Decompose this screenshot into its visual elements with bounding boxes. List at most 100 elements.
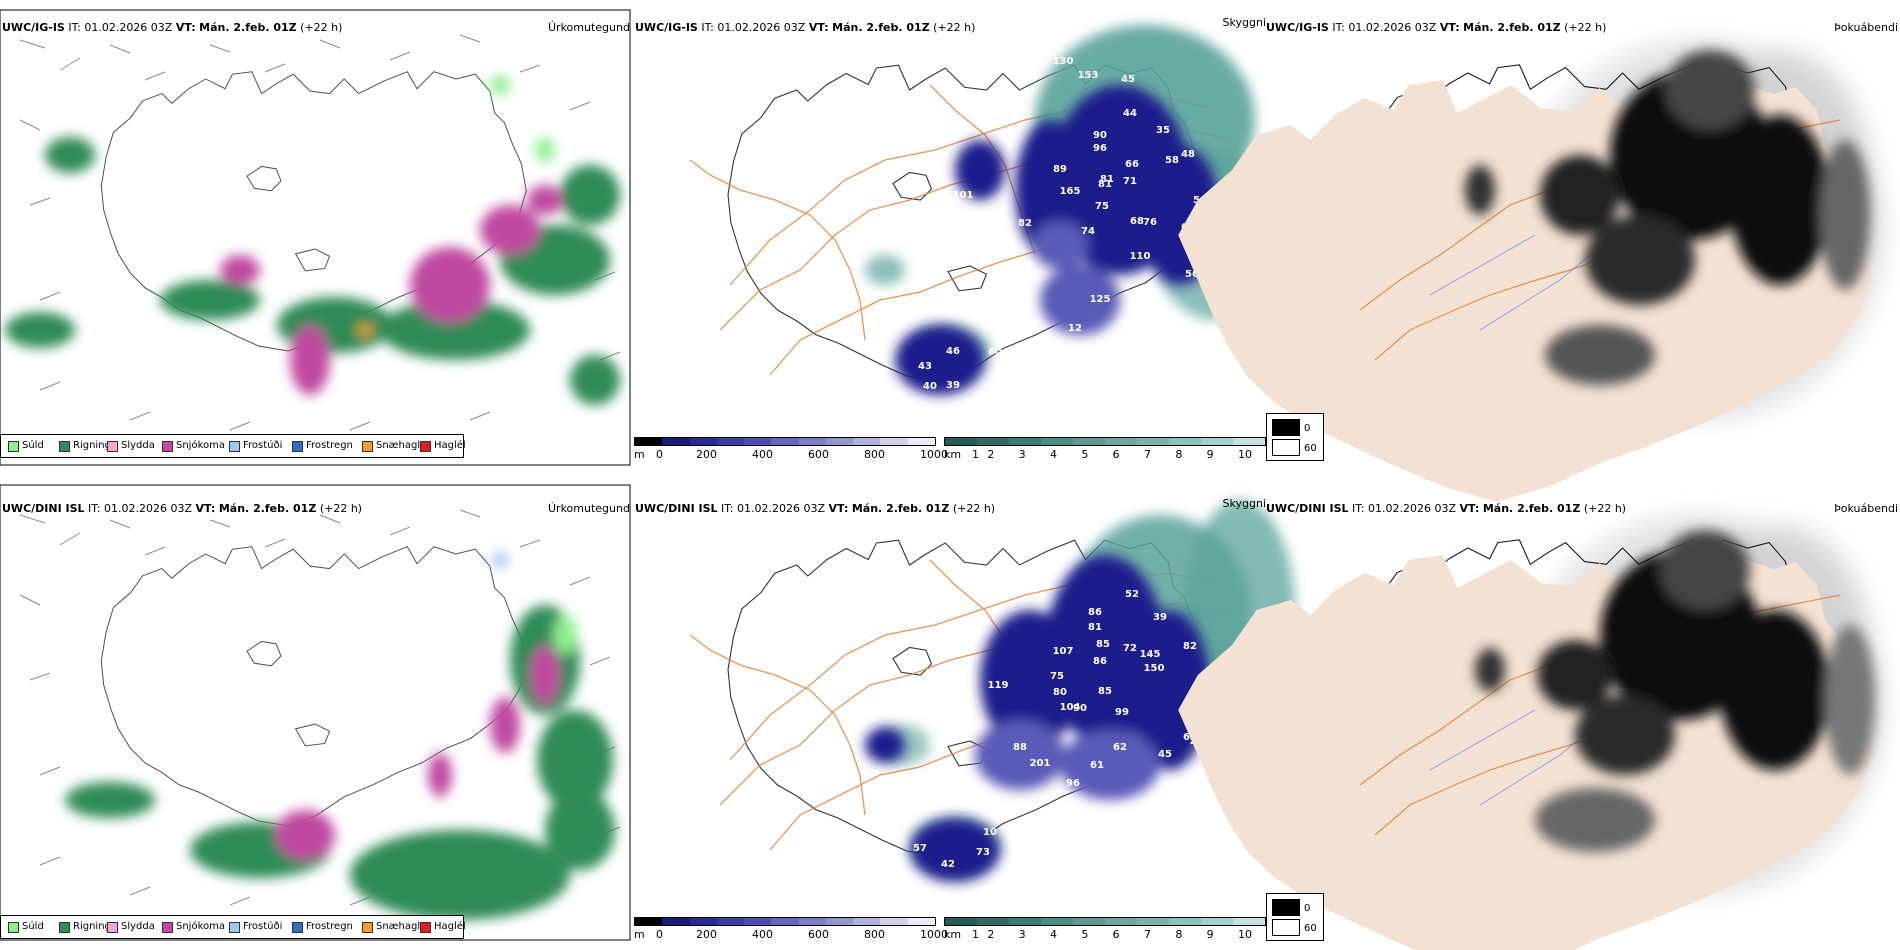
cloud-corner-row-1: Skyggni	[1222, 16, 1266, 29]
fog-cell-dark-row-1	[1272, 419, 1300, 436]
cloud-label-row-1-12: 165	[1060, 186, 1081, 197]
cloud-label-row-1-5: 90	[1093, 130, 1107, 141]
visibility-row-2-tick-6: 7	[1144, 928, 1151, 941]
cloud-base-colorbar-row-2	[634, 917, 936, 926]
fog-tick-0-row-1: 0	[1304, 423, 1311, 434]
cloud-vt-value-row-2: Mán. 2.feb. 01Z	[851, 502, 950, 515]
legend-swatch-row-2-4	[229, 922, 240, 933]
cloud-label-row-2-11: 75	[1050, 671, 1064, 682]
fog-tick-0-row-2: 0	[1304, 903, 1311, 914]
cloud-label-row-1-26: 56	[1185, 269, 1199, 280]
cloud-label-row-2-1: 86	[1088, 607, 1102, 618]
cloud-base-row-1-tick-3: 600	[808, 448, 829, 461]
cloud-label-row-1-7: 81	[1100, 174, 1114, 185]
legend-label-row-1-1: Rigning	[73, 440, 111, 451]
cloud-label-row-1-11: 89	[1053, 164, 1067, 175]
precip-model-row-2: UWC/DINI ISL	[2, 502, 85, 515]
legend-label-row-1-0: Súld	[22, 440, 44, 451]
fog-it-value-row-1: 01.02.2026 03Z	[1348, 21, 1437, 34]
legend-label-row-2-2: Slydda	[121, 921, 155, 932]
visibility-row-2-tick-4: 5	[1081, 928, 1089, 941]
cloud-label-row-1-14: 58	[1165, 155, 1179, 166]
precip-it-value-row-1: 01.02.2026 03Z	[84, 21, 173, 34]
cloud-label-row-2-2: 39	[1153, 612, 1167, 623]
cloud-label-row-2-8: 145	[1140, 649, 1161, 660]
cloud-label-row-1-9: 71	[1123, 176, 1137, 187]
visibility-unit-row-1: km	[944, 448, 962, 461]
cloud-base-row-1-tick-5: 1000	[920, 448, 948, 461]
visibility-row-2-tick-1: 2	[987, 928, 995, 941]
cloud-model-row-2: UWC/DINI ISL	[635, 502, 718, 515]
fog-vt-value-row-1: Mán. 2.feb. 01Z	[1463, 21, 1561, 34]
cloud-label-row-1-29: 46	[946, 346, 960, 357]
legend-swatch-row-2-0	[8, 922, 19, 933]
legend-swatch-row-2-2	[107, 922, 118, 933]
legend-label-row-2-6: Snæhagl	[376, 921, 421, 932]
cloud-label-row-2-9: 150	[1144, 663, 1165, 674]
cloud-label-row-2-28: 42	[941, 859, 955, 870]
cloud-base-row-2-tick-1: 200	[696, 928, 717, 941]
fog-lead-row-2: (+22 h)	[1583, 502, 1627, 515]
visibility-row-1-tick-8: 9	[1206, 448, 1214, 461]
cloud-it-label-row-2: IT:	[721, 502, 734, 515]
cloud-label-row-1-33: 40	[923, 381, 937, 392]
visibility-row-2-tick-3: 4	[1050, 928, 1057, 941]
visibility-row-1-tick-1: 2	[987, 448, 995, 461]
cloud-label-row-1-10: 101	[953, 190, 974, 201]
legend-label-row-1-5: Frostregn	[306, 440, 353, 451]
visibility-row-1-tick-4: 5	[1081, 448, 1089, 461]
visibility-row-2-tick-9: 10	[1238, 928, 1252, 941]
fog-header-row-1: UWC/IG-IS IT: 01.02.2026 03Z VT: Mán. 2.…	[1266, 21, 1606, 34]
cloud-label-row-2-7: 86	[1093, 656, 1107, 667]
visibility-row-1-tick-5: 6	[1112, 448, 1120, 461]
cloud-label-row-1-21: 74	[1081, 226, 1095, 237]
fog-it-value-row-2: 01.02.2026 03Z	[1368, 502, 1457, 515]
legend-swatch-row-1-0	[8, 441, 19, 452]
fog-vt-label-row-1: VT:	[1439, 21, 1460, 34]
cloud-header-row-1: UWC/IG-IS IT: 01.02.2026 03Z VT: Mán. 2.…	[635, 21, 975, 34]
legend-swatch-row-1-1	[59, 441, 70, 452]
cloud-label-row-2-21: 201	[1030, 758, 1051, 769]
cloud-label-row-1-25: 110	[1130, 251, 1151, 262]
cloud-label-row-2-27: 57	[913, 843, 927, 854]
fog-panel-row-2	[1178, 515, 1885, 950]
visibility-row-2-tick-8: 9	[1206, 928, 1214, 941]
cloud-label-row-1-20: 82	[1018, 218, 1032, 229]
fog-panel-row-1	[1178, 40, 1885, 502]
legend-swatch-row-2-3	[162, 922, 173, 933]
cloud-label-row-2-29: 73	[976, 847, 990, 858]
cloud-label-row-1-32: 39	[946, 380, 960, 391]
cloud-label-row-2-10: 107	[1053, 646, 1074, 657]
fog-cell-light-row-2	[1272, 919, 1300, 936]
cloud-label-row-2-14: 85	[1098, 686, 1112, 697]
cloud-label-row-1-2: 45	[1121, 74, 1135, 85]
legend-swatch-row-2-1	[59, 922, 70, 933]
visibility-row-2-tick-7: 8	[1175, 928, 1183, 941]
fog-tick-1-row-1: 60	[1304, 443, 1317, 454]
cloud-vt-label-row-2: VT:	[828, 502, 849, 515]
legend-label-row-1-4: Frostúði	[243, 440, 283, 451]
cloud-label-row-1-15: 48	[1181, 149, 1195, 160]
precip-vt-label-row-2: VT:	[195, 502, 216, 515]
cloud-label-row-2-30: 10	[983, 827, 997, 838]
visibility-row-2-tick-5: 6	[1112, 928, 1120, 941]
fog-cell-dark-row-2	[1272, 899, 1300, 916]
cloud-label-row-2-0: 52	[1125, 589, 1139, 600]
cloud-base-row-1-tick-4: 800	[864, 448, 885, 461]
cloud-lead-row-2: (+22 h)	[952, 502, 996, 515]
legend-label-row-2-4: Frostúði	[243, 921, 283, 932]
cloud-base-row-1-tick-2: 400	[752, 448, 773, 461]
visibility-colorbar-row-2	[944, 917, 1266, 926]
cloud-label-row-2-15: 99	[1115, 707, 1129, 718]
precip-it-label-row-1: IT:	[68, 21, 81, 34]
cloud-label-row-1-31: 43	[918, 361, 932, 372]
precip-panel-row-1	[0, 9, 631, 466]
fog-it-label-row-1: IT:	[1332, 21, 1345, 34]
visibility-row-2-tick-2: 3	[1018, 928, 1026, 941]
cloud-base-row-2-tick-5: 1000	[920, 928, 948, 941]
fog-lead-row-1: (+22 h)	[1564, 21, 1607, 34]
cloud-label-row-1-13: 81	[1098, 179, 1112, 190]
